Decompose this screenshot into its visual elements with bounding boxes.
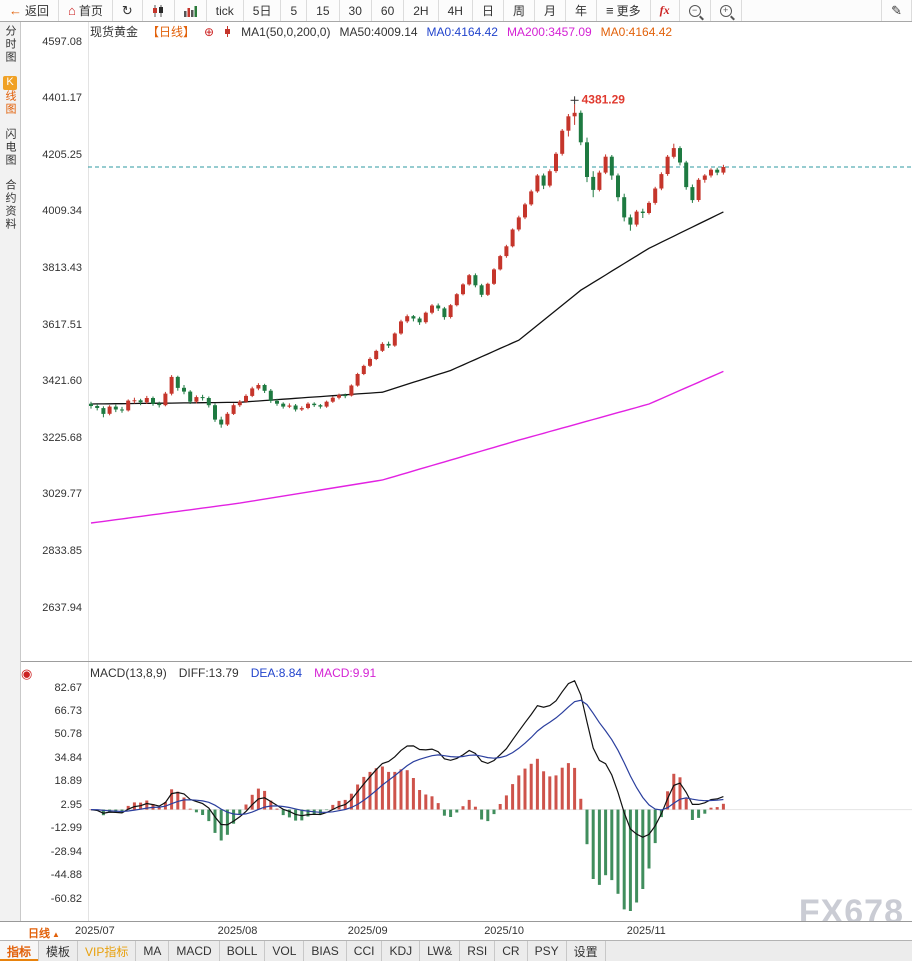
period-button-label: 5日 — [252, 4, 272, 18]
add-indicator-icon[interactable]: ⊕ — [204, 24, 215, 39]
sidebar-item-lightning-chart[interactable]: 闪电图 — [4, 128, 17, 167]
period-button-label: 5 — [290, 3, 298, 18]
month-label: 2025/11 — [626, 925, 666, 937]
macd-title: MACD(13,8,9) — [90, 666, 167, 680]
volume-style-button[interactable] — [175, 0, 207, 21]
indicator-settings-icon[interactable]: ◉ — [21, 666, 33, 681]
macd-diff-value: DIFF:13.79 — [178, 666, 239, 680]
month-label: 2025/07 — [75, 925, 115, 937]
ma50-value: MA50:4009.14 — [339, 24, 418, 39]
month-label: 2025/09 — [347, 925, 388, 937]
period-button-11[interactable]: 年 — [566, 0, 597, 21]
macd-macd-value: MACD:9.91 — [314, 666, 377, 680]
period-button-9[interactable]: 周 — [504, 0, 535, 21]
svg-text:4381.29: 4381.29 — [582, 92, 626, 106]
sidebar-item-contract-info[interactable]: 合约资料 — [4, 179, 17, 231]
period-button-label: 周 — [512, 4, 525, 18]
period-button-label: 日 — [481, 4, 494, 18]
draw-button[interactable]: ✎ — [881, 0, 912, 21]
tab-vip-indicators[interactable]: VIP指标 — [78, 941, 137, 961]
formula-button[interactable]: fx — [651, 0, 680, 21]
tab-bias[interactable]: BIAS — [304, 941, 347, 961]
tab-indicators[interactable]: 指标 — [0, 941, 40, 961]
tab-boll[interactable]: BOLL — [220, 941, 266, 961]
macd-dea-value: DEA:8.84 — [250, 666, 303, 680]
tab-vol[interactable]: VOL — [265, 941, 305, 961]
kline-style-button[interactable] — [143, 0, 175, 21]
period-button-7[interactable]: 4H — [439, 0, 473, 21]
back-button[interactable]: ← 返回 — [0, 0, 60, 21]
sidebar-item-time-chart[interactable]: 分时图 — [4, 25, 17, 64]
tab-psy[interactable]: PSY — [528, 941, 567, 961]
kline-chart-icon — [152, 4, 165, 17]
top-toolbar: ← 返回 ⌂ 首页 ↻ tick 5日 5 15 30 60 2H 4H 日周月年 ≡ 更多 fx − + ✎ — [0, 0, 912, 22]
zoom-in-button[interactable]: + — [711, 0, 742, 21]
tab-kdj[interactable]: KDJ — [382, 941, 421, 961]
period-button-5[interactable]: 60 — [372, 0, 405, 21]
period-button-8[interactable]: 日 — [473, 0, 504, 21]
home-icon: ⌂ — [68, 3, 76, 18]
period-button-label: 2H — [413, 3, 429, 18]
tab-rsi[interactable]: RSI — [460, 941, 496, 961]
chevron-up-icon: ▲ — [52, 930, 60, 939]
chart-divider — [20, 661, 912, 662]
tab-macd[interactable]: MACD — [169, 941, 220, 961]
period-button-label: 月 — [543, 4, 556, 18]
home-button[interactable]: ⌂ 首页 — [59, 0, 113, 21]
month-label: 2025/10 — [484, 925, 524, 937]
bottom-period-selector[interactable]: 日线 ▲ — [28, 925, 60, 941]
period-button-label: 4H — [447, 3, 463, 18]
ma-settings: MA1(50,0,200,0) — [241, 24, 331, 39]
period-button-label: 30 — [348, 3, 362, 18]
period-button-2[interactable]: 5 — [281, 0, 308, 21]
month-label: 2025/08 — [217, 925, 258, 937]
ma0-value-orange: MA0:4164.42 — [600, 24, 673, 39]
more-button[interactable]: ≡ 更多 — [597, 0, 651, 21]
tab-cci[interactable]: CCI — [347, 941, 383, 961]
indicator-tab-bar: 指标 模板 VIP指标 MA MACD BOLL VOL BIAS CCI KDJ LW& RSI CR… — [0, 940, 912, 961]
period-button-label: 60 — [380, 3, 395, 18]
tab-lw[interactable]: LW& — [420, 941, 461, 961]
chart-header: 现货黄金 【日线】 ⊕ MA1(50,0,200,0) MA50:4009.14… — [90, 23, 672, 40]
period-label: 【日线】 — [147, 25, 196, 39]
tab-settings[interactable]: 设置 — [567, 941, 606, 961]
symbol-name: 现货黄金 — [90, 25, 139, 39]
ma-indicator-icon — [223, 26, 232, 37]
period-button-0[interactable]: tick — [207, 0, 244, 21]
zoom-out-button[interactable]: − — [680, 0, 711, 21]
tab-cr[interactable]: CR — [495, 941, 528, 961]
chart-type-sidebar: 分时图 K线图闪电图合约资料 — [0, 21, 21, 921]
period-button-4[interactable]: 30 — [340, 0, 372, 21]
bottom-period-label: 日线 — [28, 928, 50, 940]
period-button-label: 15 — [316, 3, 330, 18]
macd-header: MACD(13,8,9) DIFF:13.79 DEA:8.84 MACD:9.… — [90, 666, 376, 680]
tab-ma[interactable]: MA — [136, 941, 170, 961]
period-button-label: tick — [215, 3, 234, 18]
refresh-button[interactable]: ↻ — [113, 0, 143, 21]
refresh-icon: ↻ — [121, 3, 133, 18]
back-label: 返回 — [25, 4, 50, 18]
more-label: 更多 — [616, 4, 641, 18]
zoom-out-icon: − — [688, 4, 701, 17]
back-icon: ← — [9, 3, 22, 18]
ma0-value-blue: MA0:4164.42 — [426, 24, 498, 39]
more-icon: ≡ — [606, 3, 614, 18]
sidebar-item-kline-chart[interactable]: K线图 — [3, 76, 18, 116]
active-tab-badge: K — [3, 76, 18, 90]
period-button-10[interactable]: 月 — [535, 0, 566, 21]
home-label: 首页 — [78, 4, 103, 18]
period-button-6[interactable]: 2H — [404, 0, 439, 21]
period-button-1[interactable]: 5日 — [244, 0, 282, 21]
fx-icon: fx — [659, 3, 670, 17]
period-button-3[interactable]: 15 — [307, 0, 340, 21]
ma200-value: MA200:3457.09 — [506, 24, 592, 39]
period-button-label: 年 — [574, 4, 587, 18]
tab-template[interactable]: 模板 — [39, 941, 79, 961]
volume-chart-icon — [183, 5, 197, 17]
time-axis: 日线 ▲ 2025/07 2025/08 2025/09 2025/10 2025/11 — [0, 921, 912, 941]
zoom-in-icon: + — [719, 4, 732, 17]
edit-icon: ✎ — [891, 3, 902, 18]
